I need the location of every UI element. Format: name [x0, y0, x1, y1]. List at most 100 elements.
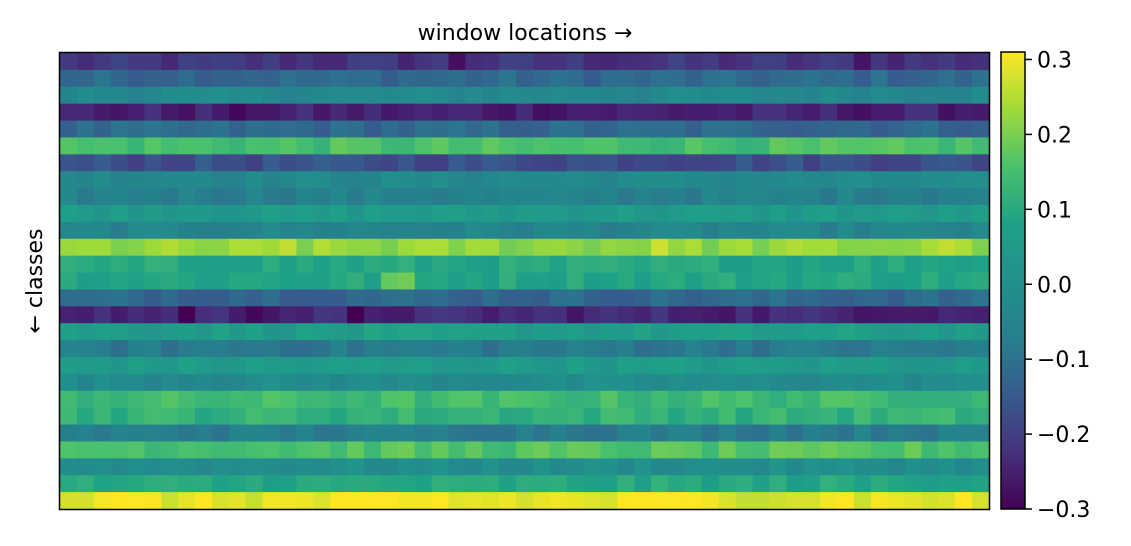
heatmap-cell — [853, 373, 872, 392]
heatmap-cell — [600, 120, 618, 139]
heatmap-cell — [279, 306, 298, 324]
heatmap-cell — [127, 306, 146, 324]
heatmap-cell — [786, 120, 804, 139]
heatmap-cell — [566, 441, 585, 459]
heatmap-cell — [330, 492, 348, 510]
heatmap-cell — [161, 53, 179, 71]
heatmap-cell — [397, 373, 416, 392]
heatmap-cell — [600, 255, 618, 274]
heatmap-cell — [296, 340, 314, 358]
heatmap-cell — [549, 475, 568, 493]
heatmap-cell — [617, 205, 635, 223]
heatmap-cell — [904, 475, 923, 493]
heatmap-cell — [769, 205, 787, 223]
heatmap-cell — [566, 188, 585, 206]
heatmap-cell — [110, 289, 129, 307]
heatmap-cell — [347, 272, 365, 291]
heatmap-cell — [364, 306, 382, 324]
heatmap-cell — [634, 137, 652, 155]
heatmap-cell — [820, 492, 838, 510]
heatmap-cell — [532, 390, 551, 409]
heatmap-cell — [718, 407, 737, 426]
heatmap-cell — [718, 137, 737, 155]
heatmap-cell — [516, 137, 534, 155]
heatmap-cell — [887, 441, 906, 459]
heatmap-cell — [414, 137, 433, 155]
heatmap-cell — [279, 441, 298, 459]
heatmap-cell — [836, 272, 855, 291]
heatmap-cell — [904, 221, 923, 240]
heatmap-cell — [921, 221, 939, 240]
heatmap-cell — [499, 306, 517, 324]
heatmap-cell — [313, 103, 331, 122]
heatmap-cell — [803, 357, 821, 375]
heatmap-cell — [296, 53, 314, 71]
heatmap-cell — [228, 492, 247, 510]
heatmap-cell — [566, 357, 585, 375]
heatmap-cell — [600, 424, 618, 443]
heatmap-cell — [836, 390, 855, 409]
heatmap-cell — [76, 69, 95, 88]
heatmap-cell — [499, 289, 517, 307]
heatmap-cell — [499, 340, 517, 358]
heatmap-cell — [853, 86, 872, 105]
heatmap-cell — [397, 188, 416, 206]
heatmap-cell — [718, 475, 737, 493]
heatmap-cell — [634, 492, 652, 510]
heatmap-cell — [887, 221, 906, 240]
heatmap-cell — [684, 424, 703, 443]
heatmap-cell — [870, 238, 889, 257]
heatmap-cell — [532, 289, 551, 307]
heatmap-cell — [870, 137, 889, 155]
heatmap-cell — [195, 306, 213, 324]
heatmap-cell — [397, 475, 416, 493]
heatmap-cell — [701, 492, 720, 510]
heatmap-cell — [651, 441, 669, 459]
heatmap-cell — [972, 188, 990, 206]
heatmap-cell — [60, 475, 78, 493]
heatmap-cell — [701, 171, 720, 189]
heatmap-cell — [566, 407, 585, 426]
heatmap-cell — [178, 120, 196, 139]
heatmap-cell — [752, 306, 771, 324]
heatmap-cell — [380, 103, 399, 122]
heatmap-cell — [583, 407, 602, 426]
heatmap-cell — [887, 407, 906, 426]
heatmap-cell — [212, 340, 230, 358]
heatmap-cell — [955, 255, 973, 274]
heatmap-cell — [76, 205, 95, 223]
heatmap-cell — [904, 69, 923, 88]
heatmap-cell — [634, 120, 652, 139]
heatmap-cell — [380, 221, 399, 240]
heatmap-cell — [76, 171, 95, 189]
heatmap-cell — [583, 492, 602, 510]
heatmap-cell — [482, 390, 500, 409]
heatmap-cell — [820, 86, 838, 105]
heatmap-cell — [397, 306, 416, 324]
heatmap-cell — [887, 340, 906, 358]
heatmap-cell — [972, 272, 990, 291]
heatmap-cell — [161, 238, 179, 257]
heatmap-cell — [76, 238, 95, 257]
heatmap-cell — [904, 120, 923, 139]
heatmap-cell — [617, 424, 635, 443]
heatmap-cell — [347, 390, 365, 409]
heatmap-cell — [313, 272, 331, 291]
heatmap-cell — [296, 120, 314, 139]
heatmap-cell — [752, 373, 771, 392]
heatmap-cell — [701, 120, 720, 139]
heatmap-cell — [482, 238, 500, 257]
heatmap-cell — [245, 188, 264, 206]
heatmap-cell — [380, 238, 399, 257]
heatmap-cell — [76, 458, 95, 476]
heatmap-cell — [853, 221, 872, 240]
heatmap-cell — [853, 407, 872, 426]
heatmap-cell — [904, 188, 923, 206]
heatmap-cell — [279, 289, 298, 307]
heatmap-cell — [532, 86, 551, 105]
heatmap-cell — [735, 103, 754, 122]
heatmap-cell — [212, 492, 230, 510]
heatmap-cell — [651, 188, 669, 206]
heatmap-cell — [414, 323, 433, 341]
heatmap-cell — [60, 323, 78, 341]
